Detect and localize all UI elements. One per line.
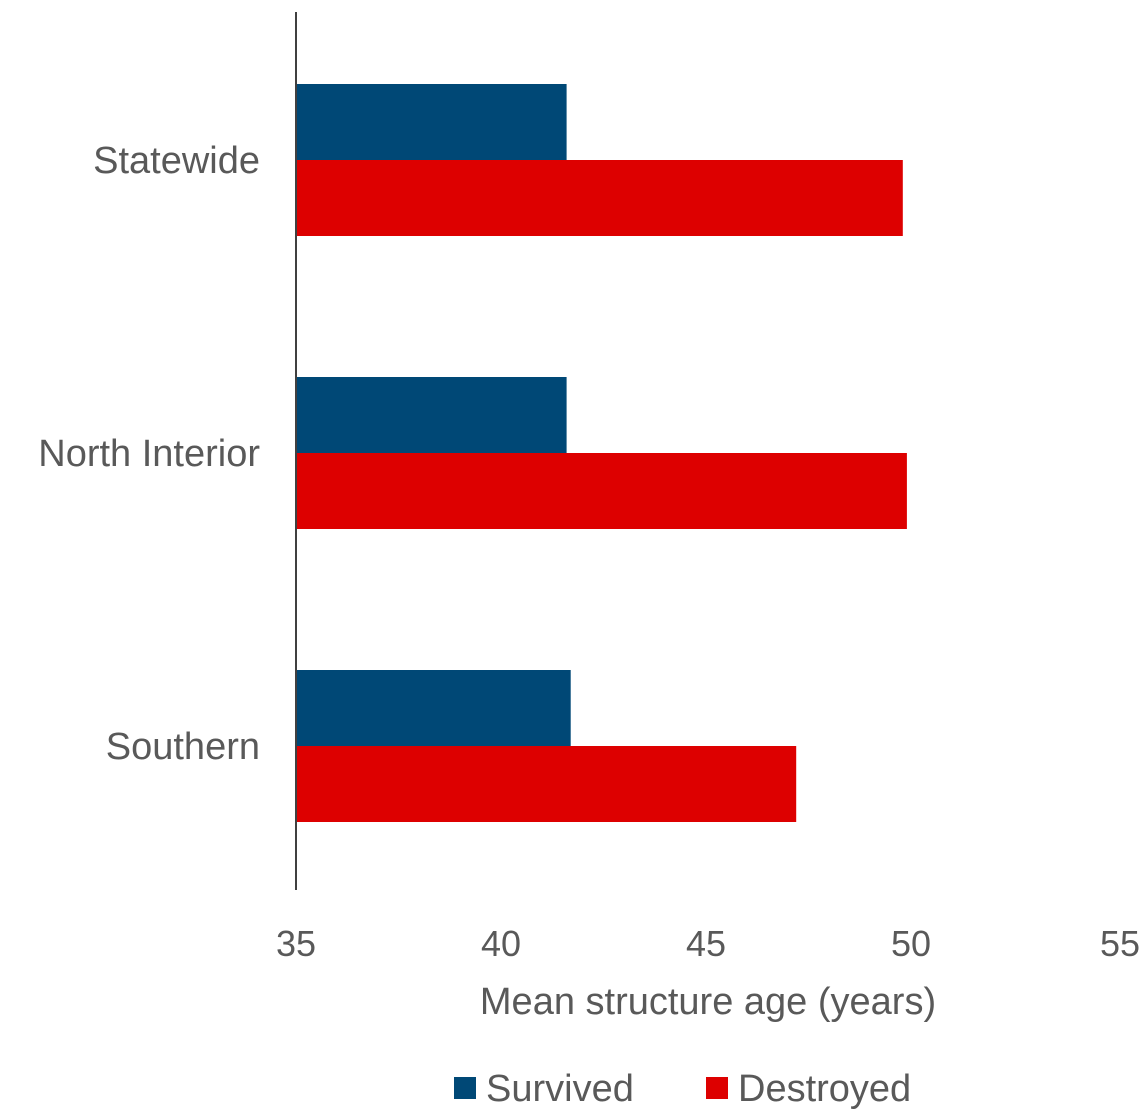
x-axis-title: Mean structure age (years): [480, 981, 936, 1023]
x-tick-label: 45: [686, 923, 726, 964]
x-tick-label: 35: [276, 923, 316, 964]
legend-label-destroyed: Destroyed: [738, 1068, 911, 1110]
bar-destroyed-statewide: [296, 160, 903, 236]
bar-survived-statewide: [296, 84, 567, 160]
legend-label-survived: Survived: [486, 1068, 634, 1110]
category-label: Southern: [106, 726, 260, 768]
bar-destroyed-north-interior: [296, 453, 907, 529]
legend: Survived Destroyed: [454, 1068, 911, 1110]
x-tick-label: 50: [891, 923, 931, 964]
x-tick-labels: 35 40 45 50 55: [276, 923, 1140, 964]
x-tick-label: 40: [481, 923, 521, 964]
legend-swatch-survived: [454, 1077, 476, 1099]
legend-swatch-destroyed: [706, 1077, 728, 1099]
category-label: North Interior: [38, 433, 260, 475]
bars-layer: [296, 84, 907, 822]
category-label: Statewide: [93, 140, 260, 182]
bar-survived-north-interior: [296, 377, 567, 453]
category-labels: Statewide North Interior Southern: [38, 140, 260, 768]
bar-destroyed-southern: [296, 746, 797, 822]
x-tick-label: 55: [1100, 923, 1140, 964]
bar-survived-southern: [296, 670, 571, 746]
